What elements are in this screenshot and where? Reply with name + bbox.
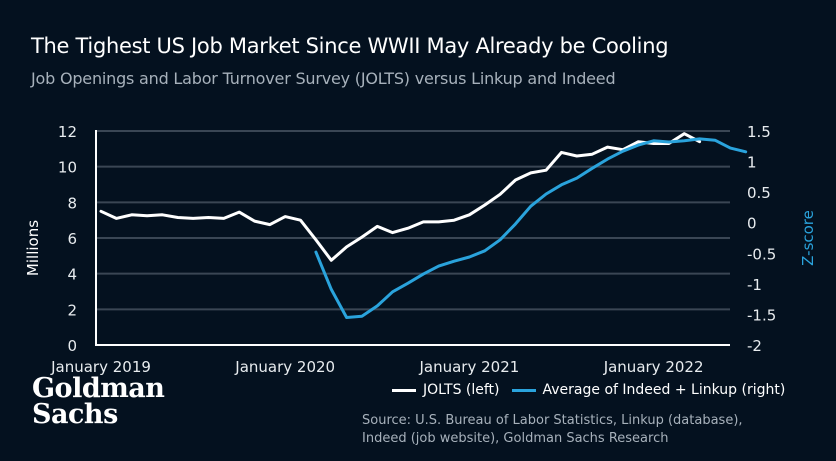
right-tick-label: -2 [747,337,762,355]
goldman-sachs-logo: Goldman Sachs [32,373,165,430]
legend-label-indeed-linkup: Average of Indeed + Linkup (right) [542,382,786,398]
x-axis-ticks: January 2019 January 2020 January 2021 Janu… [50,358,703,376]
left-tick-label: 2 [67,301,77,319]
x-tick-label: January 2021 [418,358,519,376]
chart-subtitle: Job Openings and Labor Turnover Survey (… [31,69,616,88]
right-tick-label: 1 [747,154,757,172]
right-axis-title: Z-score [799,210,817,266]
series-line-jolts-points [100,133,700,261]
x-tick-label: January 2019 [50,358,151,376]
right-tick-label: -1 [747,276,762,294]
source-line-2: Indeed (job website), Goldman Sachs Rese… [362,431,669,446]
legend-item-jolts: JOLTS (left) [392,382,500,398]
right-tick-label: -1.5 [747,306,776,324]
left-tick-label: 4 [67,266,77,284]
right-tick-label: -0.5 [747,245,776,263]
source-note: Source: U.S. Bureau of Labor Statistics,… [362,412,802,448]
x-tick-label: January 2022 [603,358,704,376]
right-tick-label: 1.5 [747,123,771,141]
x-tick-label: January 2020 [234,358,335,376]
legend-item-indeed-linkup: Average of Indeed + Linkup (right) [511,382,786,398]
series-lines [99,132,748,319]
left-tick-label: 12 [58,123,77,141]
logo-line-1: Goldman [32,373,165,404]
legend: JOLTS (left) Average of Indeed + Linkup … [392,382,785,398]
logo-line-2: Sachs [32,399,118,430]
left-tick-label: 8 [67,194,77,212]
right-tick-label: 0.5 [747,184,771,202]
series-line-jolts [99,132,702,262]
chart-title: The Tighest US Job Market Since WWII May… [31,34,669,58]
legend-label-jolts: JOLTS (left) [423,382,500,398]
left-tick-label: 6 [67,230,77,248]
legend-swatch-jolts [392,388,416,392]
left-tick-label: 0 [67,337,77,355]
right-axis-ticks: -2 -1.5 -1 -0.5 0 0.5 1 1.5 [747,123,776,355]
left-tick-label: 10 [58,159,77,177]
left-axis-title: Millions [24,220,42,276]
legend-swatch-indeed-linkup [511,388,536,392]
gridlines [96,130,730,311]
left-axis-ticks: 0 2 4 6 8 10 12 [58,123,77,355]
source-line-1: Source: U.S. Bureau of Labor Statistics,… [362,413,743,428]
right-tick-label: 0 [747,215,757,233]
series-line-indeed-linkup-points [315,138,746,318]
